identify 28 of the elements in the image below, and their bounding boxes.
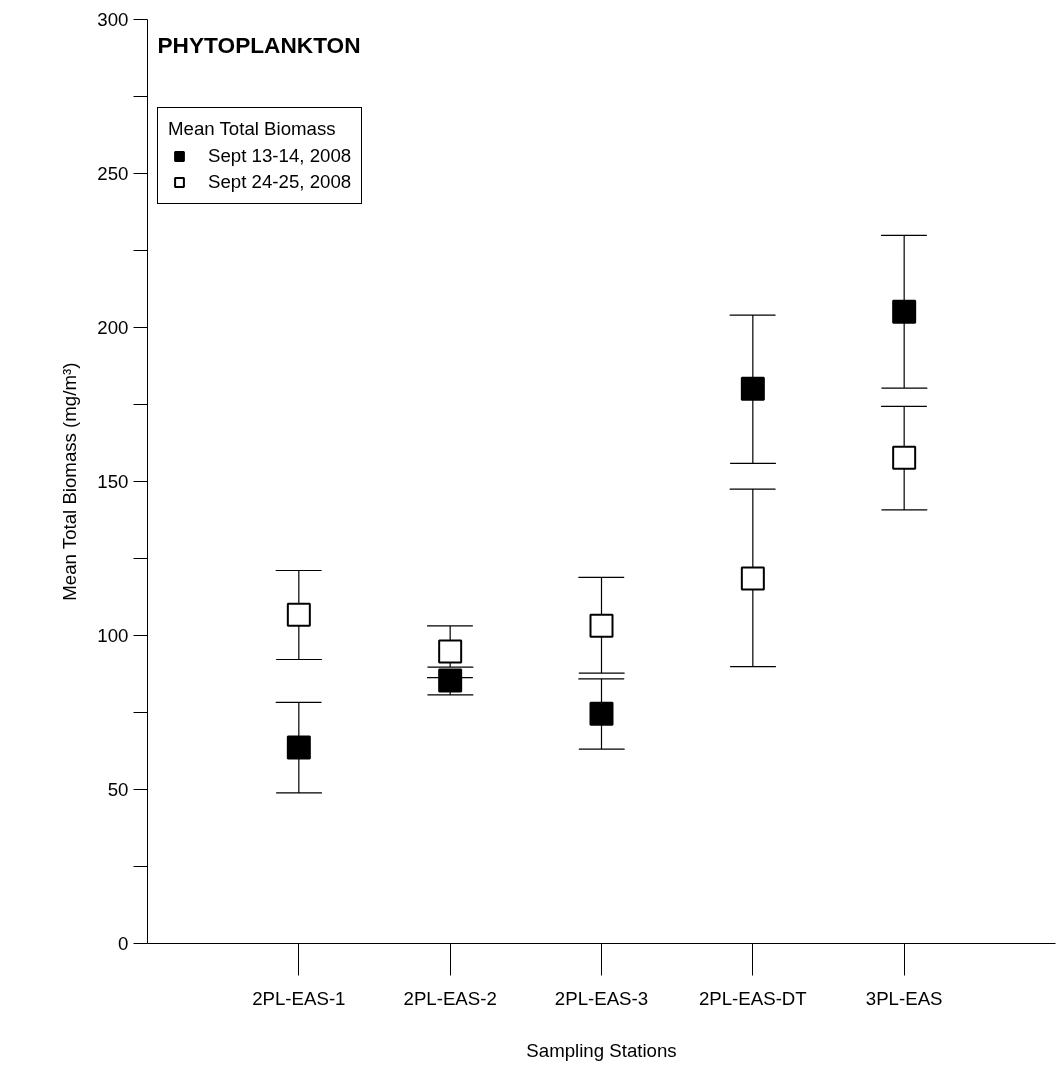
x-tick-label: 3PL-EAS — [865, 987, 943, 1009]
y-tick-label: 300 — [97, 9, 129, 30]
point — [740, 566, 765, 591]
y-tick-label: 100 — [97, 625, 129, 646]
point — [892, 299, 917, 324]
text: PHYTOPLANKTON — [157, 31, 361, 58]
y-tick-label: 200 — [97, 317, 129, 338]
x-tick-label: 2PL-EAS-2 — [403, 987, 497, 1009]
y-tick-label: 0 — [118, 933, 129, 954]
x-tick-label: 2PL-EAS-DT — [698, 987, 807, 1009]
legend-label: Sept 24-25, 2008 — [208, 171, 352, 193]
point — [740, 376, 765, 401]
point — [286, 602, 311, 627]
x-axis-title: Sampling Stations — [526, 1039, 677, 1061]
point — [892, 445, 917, 470]
point — [438, 668, 463, 693]
y-tick-label: 50 — [107, 779, 129, 800]
y-tick-label: 150 — [97, 471, 129, 492]
point — [589, 701, 614, 726]
y-tick-label: 250 — [97, 163, 129, 184]
point — [438, 639, 463, 664]
y-axis-title: Mean Total Biomass (mg/m³) — [59, 362, 81, 601]
x-tick-label: 2PL-EAS-3 — [554, 987, 649, 1009]
legend-label: Sept 13-14, 2008 — [208, 145, 352, 167]
point — [286, 735, 311, 760]
point — [589, 613, 614, 638]
legend-title: Mean Total Biomass — [168, 118, 337, 140]
x-tick-label: 2PL-EAS-1 — [252, 987, 346, 1009]
